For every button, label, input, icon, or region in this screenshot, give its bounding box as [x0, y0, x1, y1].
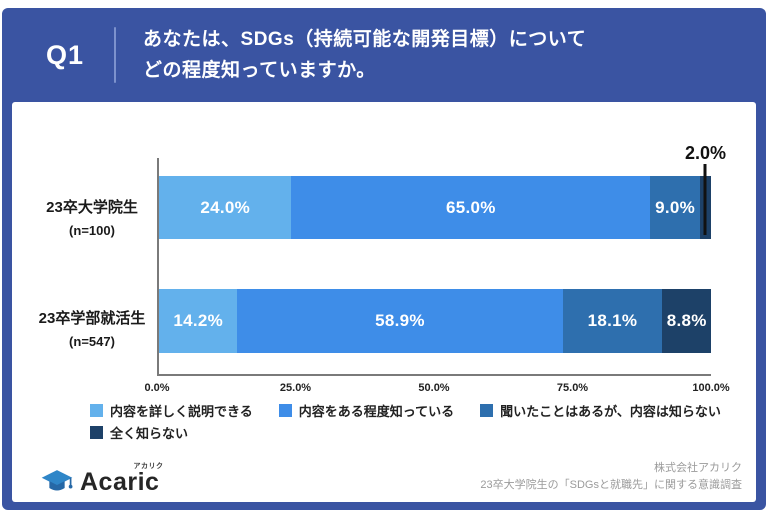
logo-wordmark: Acaric — [80, 467, 160, 496]
legend-label: 内容をある程度知っている — [298, 404, 455, 419]
acaric-logo: Acaric アカリク — [40, 463, 163, 500]
question-number: Q1 — [46, 39, 85, 70]
segment-value-label: 9.0% — [655, 197, 696, 217]
legend-swatch — [278, 404, 292, 417]
segment-value-label: 18.1% — [587, 311, 638, 330]
legend-swatch — [480, 404, 494, 417]
callout-line — [703, 164, 707, 235]
credit-company: 株式会社アカリク — [654, 462, 742, 474]
x-tick-label: 0.0% — [144, 382, 170, 394]
legend-item: 内容をある程度知っている — [278, 401, 455, 420]
legend-item: 内容を詳しく説明できる — [90, 401, 253, 420]
segment-value-label: 24.0% — [200, 197, 251, 217]
logo-furigana: アカリク — [133, 462, 164, 470]
x-axis-ticks: 0.0% 25.0% 50.0% 75.0% 100.0% — [144, 382, 729, 398]
survey-card: Q1 あなたは、SDGs（持続可能な開発目標）について どの程度知っていますか。… — [2, 8, 766, 510]
chart-panel: 24.0% 65.0% 9.0% 2.0% 14.2% 58.9% 18.1% 8.8% 23… — [12, 102, 756, 502]
legend-label: 内容を詳しく説明できる — [110, 404, 253, 419]
category-name: 23卒学部就活生 — [38, 310, 146, 327]
bar-segment: 8.8% — [662, 289, 711, 353]
legend-swatch — [90, 404, 103, 417]
question-header: Q1 あなたは、SDGs（持続可能な開発目標）について どの程度知っていますか。 — [2, 8, 766, 102]
bar-row: 14.2% 58.9% 18.1% 8.8% — [159, 289, 711, 353]
segment-value-label: 65.0% — [446, 197, 496, 217]
category-name: 23卒大学院生 — [46, 199, 138, 216]
logo-text-wrap: Acaric アカリク — [80, 463, 163, 497]
x-tick-label: 100.0% — [692, 382, 730, 394]
header-divider — [114, 27, 117, 83]
survey-credit: 株式会社アカリク 23卒大学院生の「SDGsと就職先」に関する意識調査 — [480, 460, 742, 494]
segment-value-label: 8.8% — [666, 311, 707, 330]
category-sample-size: (n=100) — [69, 223, 115, 238]
segment-value-label: 14.2% — [173, 311, 224, 330]
legend: 内容を詳しく説明できる 内容をある程度知っている 聞いたことはあるが、内容は知らない… — [90, 401, 754, 442]
legend-swatch — [90, 426, 103, 439]
category-label: 23卒学部就活生 (n=547) — [30, 307, 154, 349]
legend-item: 全く知らない — [90, 423, 188, 442]
credit-survey-title: 23卒大学院生の「SDGsと就職先」に関する意識調査 — [480, 479, 742, 492]
bar-segment: 18.1% — [562, 289, 663, 353]
plot-area: 24.0% 65.0% 9.0% 2.0% 14.2% 58.9% 18.1% 8.8% — [157, 143, 726, 376]
outside-value-label: 2.0% — [684, 143, 726, 163]
question-line-1: あなたは、SDGs（持続可能な開発目標）について — [143, 28, 587, 50]
segment-value-label: 58.9% — [375, 311, 425, 330]
bar-row: 24.0% 65.0% 9.0% 2.0% — [159, 143, 726, 239]
category-sample-size: (n=547) — [69, 334, 115, 349]
graduation-cap-icon — [41, 470, 73, 491]
x-tick-label: 75.0% — [556, 382, 589, 394]
question-line-2: どの程度知っていますか。 — [143, 60, 376, 81]
bar-segment: 58.9% — [237, 289, 563, 353]
bar-segment: 14.2% — [159, 289, 238, 353]
bar-segment: 9.0% — [650, 176, 700, 239]
x-tick-label: 25.0% — [279, 382, 312, 394]
legend-label: 聞いたことはあるが、内容は知らない — [500, 404, 721, 419]
bar-segment: 65.0% — [291, 176, 651, 239]
legend-item: 聞いたことはあるが、内容は知らない — [480, 401, 721, 420]
legend-label: 全く知らない — [110, 426, 189, 441]
question-text: あなたは、SDGs（持続可能な開発目標）について どの程度知っていますか。 — [143, 24, 586, 87]
category-label: 23卒大学院生 (n=100) — [30, 196, 154, 238]
bar-segment: 24.0% — [159, 176, 292, 239]
x-tick-label: 50.0% — [418, 382, 450, 394]
